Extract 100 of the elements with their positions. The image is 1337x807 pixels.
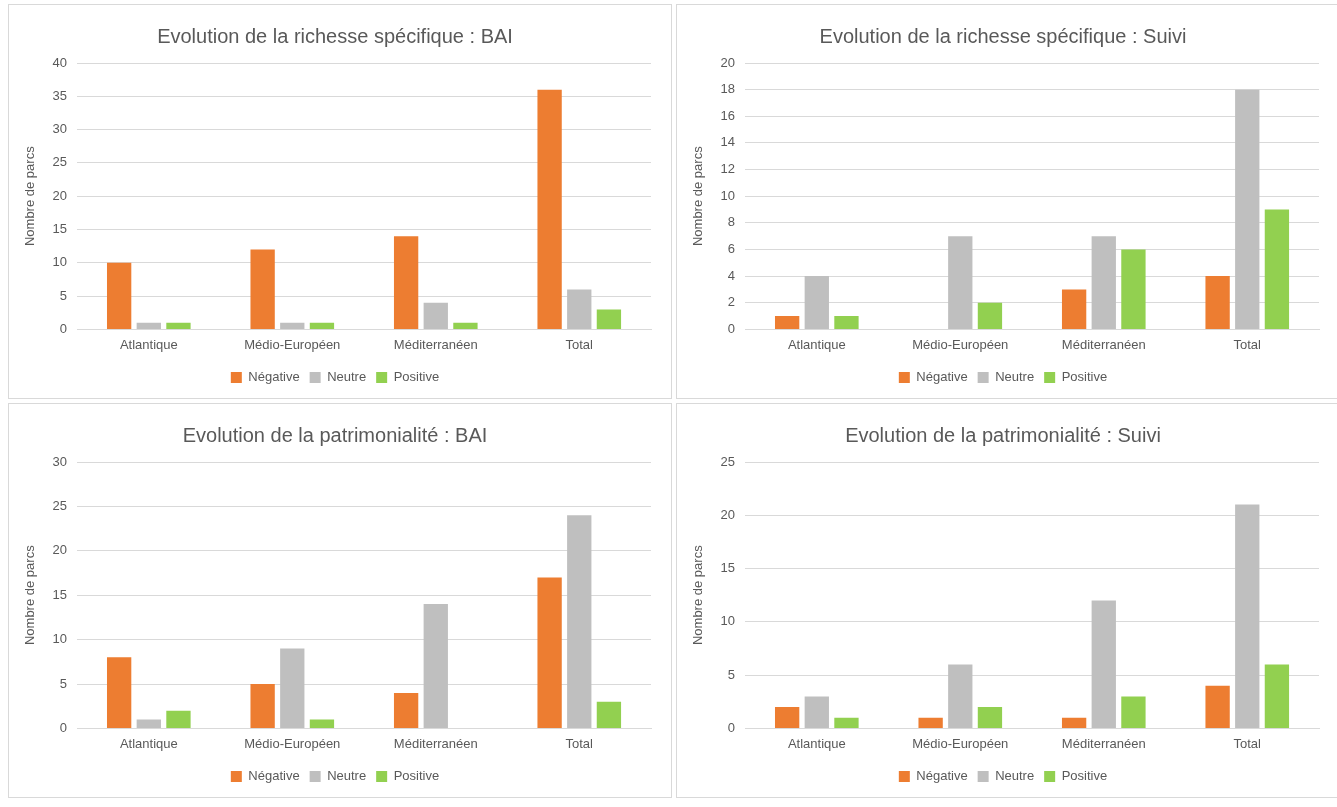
y-tick-label: 10: [720, 613, 736, 629]
bar: [774, 316, 800, 329]
x-tick-label: Total: [1233, 735, 1262, 751]
y-tick-label: 0: [59, 719, 68, 735]
y-tick-label: 4: [727, 267, 736, 283]
x-tick-label: Atlantique: [119, 735, 178, 751]
bar: [453, 322, 478, 329]
x-tick-label: Total: [565, 735, 594, 751]
bar: [393, 236, 419, 329]
bar: [1121, 249, 1146, 329]
y-tick-label: 6: [727, 241, 736, 257]
y-tick-label: 14: [720, 134, 736, 150]
bar: [423, 604, 448, 728]
legend-label: Positive: [1061, 369, 1108, 385]
legend-label: Négative: [916, 768, 968, 784]
bar: [567, 289, 592, 329]
bar: [280, 648, 305, 728]
legend-label: Négative: [248, 369, 300, 385]
bar: [596, 701, 622, 728]
x-tick-label: Méditerranéen: [393, 735, 478, 751]
bar: [567, 515, 592, 728]
y-tick-label: 5: [727, 666, 736, 682]
bar: [596, 309, 622, 329]
x-tick-label: Médio-Européen: [244, 336, 341, 352]
y-tick-label: 40: [52, 54, 68, 70]
x-tick-label: Médio-Européen: [912, 336, 1009, 352]
bar: [948, 664, 973, 728]
bar: [1061, 717, 1087, 728]
y-tick-label: 2: [727, 294, 736, 310]
y-axis-title: Nombre de parcs: [22, 145, 38, 247]
bar: [977, 707, 1003, 728]
bar: [1121, 696, 1146, 728]
bar: [977, 302, 1003, 329]
legend-label: Neutre: [995, 369, 1035, 385]
bar: [918, 717, 943, 728]
legend-label: Négative: [916, 369, 968, 385]
bar: [423, 302, 448, 329]
y-tick-label: 30: [52, 453, 68, 469]
bar: [309, 719, 335, 728]
y-tick-label: 0: [727, 719, 736, 735]
chart-title: Evolution de la patrimonialité : Suivi: [845, 423, 1161, 446]
y-tick-label: 20: [52, 187, 68, 203]
y-tick-label: 20: [720, 506, 736, 522]
bar: [1205, 276, 1230, 329]
bar: [1235, 89, 1260, 329]
y-tick-label: 25: [52, 497, 68, 513]
y-tick-label: 25: [720, 453, 736, 469]
bar: [166, 322, 191, 329]
y-tick-label: 18: [720, 81, 736, 97]
y-tick-label: 5: [59, 675, 68, 691]
y-tick-label: 15: [52, 221, 68, 237]
legend-label: Neutre: [995, 768, 1035, 784]
x-tick-label: Méditerranéen: [1061, 336, 1146, 352]
bar: [948, 236, 973, 329]
legend-label: Positive: [1061, 768, 1108, 784]
x-tick-label: Atlantique: [119, 336, 178, 352]
x-tick-label: Médio-Européen: [244, 735, 341, 751]
x-tick-label: Total: [565, 336, 594, 352]
y-tick-label: 30: [52, 121, 68, 137]
bar: [537, 89, 562, 329]
bar: [280, 322, 305, 329]
chart-title: Evolution de la patrimonialité : BAI: [182, 423, 488, 446]
legend-label: Neutre: [327, 369, 367, 385]
chart-title: Evolution de la richesse spécifique : Suivi: [819, 24, 1187, 47]
y-axis-title: Nombre de parcs: [22, 544, 38, 646]
bar: [834, 717, 859, 728]
bar: [774, 707, 800, 728]
bar: [136, 322, 161, 329]
bar: [309, 322, 335, 329]
y-tick-label: 0: [59, 320, 68, 336]
y-tick-label: 15: [720, 560, 736, 576]
y-tick-label: 5: [59, 287, 68, 303]
y-tick-label: 15: [52, 586, 68, 602]
y-tick-label: 10: [52, 631, 68, 647]
y-tick-label: 8: [727, 214, 736, 230]
bar: [537, 577, 562, 728]
x-tick-label: Méditerranéen: [393, 336, 478, 352]
bar: [393, 692, 419, 728]
y-tick-label: 25: [52, 154, 68, 170]
y-tick-label: 35: [52, 87, 68, 103]
x-tick-label: Méditerranéen: [1061, 735, 1146, 751]
x-tick-label: Médio-Européen: [912, 735, 1009, 751]
bar: [106, 657, 132, 728]
y-tick-label: 10: [720, 187, 736, 203]
legend-label: Positive: [393, 369, 440, 385]
legend-label: Neutre: [327, 768, 367, 784]
bar: [1235, 504, 1260, 728]
bar: [1091, 600, 1116, 728]
bar: [1061, 289, 1087, 329]
bar: [834, 316, 859, 329]
bar: [804, 276, 829, 329]
bar: [106, 262, 132, 329]
x-tick-label: Atlantique: [787, 735, 846, 751]
bar: [1205, 685, 1230, 728]
y-tick-label: 12: [720, 161, 736, 177]
bar: [1264, 209, 1290, 329]
y-tick-label: 10: [52, 254, 68, 270]
x-tick-label: Total: [1233, 336, 1262, 352]
bar: [250, 249, 275, 329]
y-axis-title: Nombre de parcs: [690, 145, 706, 247]
